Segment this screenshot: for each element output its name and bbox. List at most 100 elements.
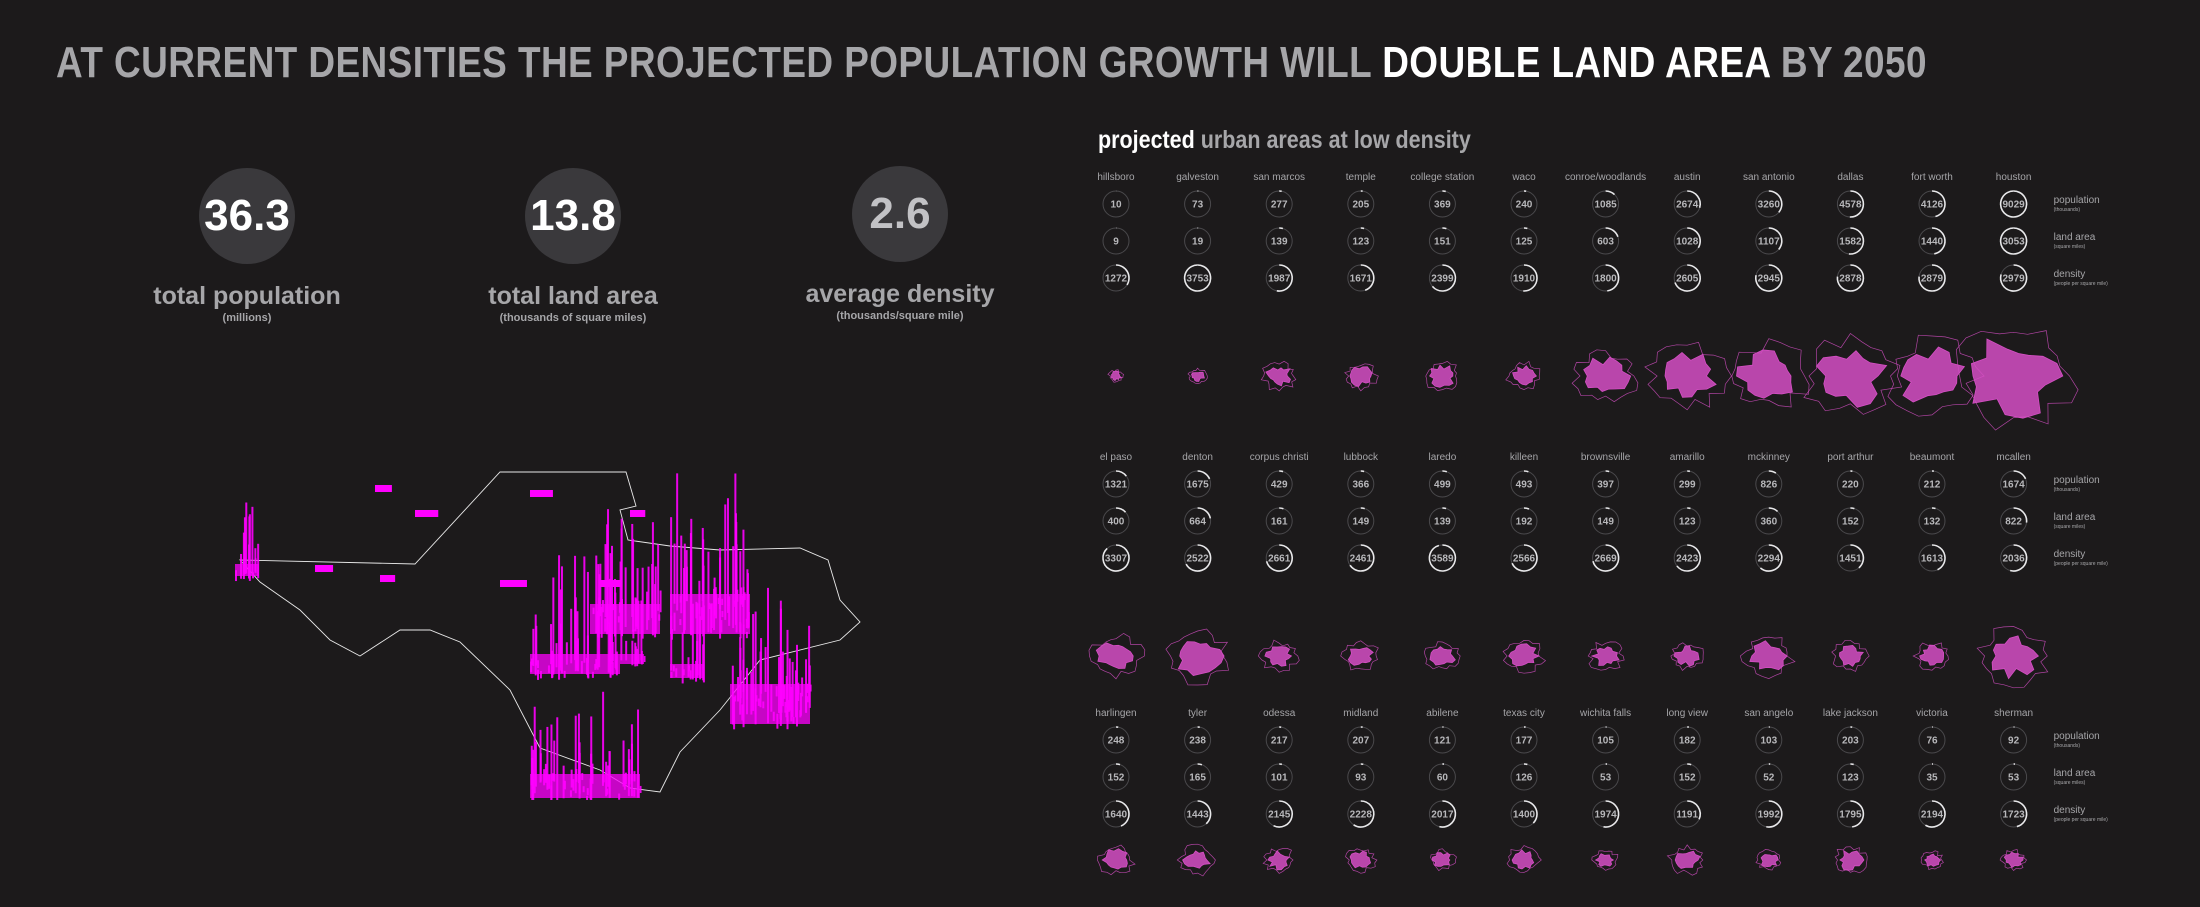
- value-label: 121: [1434, 736, 1451, 747]
- city-name: killeen: [1510, 452, 1538, 463]
- urban-footprint-outline: [1731, 338, 1810, 408]
- urban-footprint: [1512, 365, 1538, 386]
- value-ring-arc: [1687, 190, 1701, 208]
- value-label: 1723: [2002, 810, 2025, 821]
- value-label: 53: [1600, 773, 1612, 784]
- value-label: 2017: [1431, 810, 1454, 821]
- value-label: 1272: [1105, 274, 1128, 285]
- value-label: 9029: [2002, 200, 2025, 211]
- city-name: lubbock: [1344, 452, 1379, 463]
- value-label: 1795: [1839, 810, 1862, 821]
- value-ring-track: [1673, 763, 1701, 791]
- stat-value: 13.8: [525, 168, 621, 264]
- value-label: 369: [1434, 200, 1451, 211]
- value-ring-arc: [1925, 800, 1946, 828]
- value-label: 139: [1434, 517, 1451, 528]
- value-label: 248: [1108, 736, 1125, 747]
- urban-footprint: [1508, 643, 1541, 667]
- value-label: 101: [1271, 773, 1288, 784]
- urban-footprint: [1664, 351, 1717, 398]
- value-ring-arc: [1759, 544, 1783, 572]
- urban-footprint-outline: [1591, 850, 1619, 871]
- value-ring-arc: [1115, 264, 1130, 286]
- value-ring-arc: [1353, 800, 1375, 828]
- urban-footprint-outline: [1423, 641, 1461, 670]
- value-label: 139: [1271, 237, 1288, 248]
- value-label: 400: [1108, 517, 1125, 528]
- urban-footprint-outline: [1670, 642, 1704, 671]
- value-ring-arc: [1197, 763, 1203, 766]
- headline-part1: AT CURRENT DENSITIES THE PROJECTED POPUL…: [56, 38, 1383, 87]
- urban-footprint: [1749, 640, 1788, 671]
- value-label: 2145: [1268, 810, 1291, 821]
- value-ring-track: [1184, 470, 1212, 498]
- value-ring-track: [1265, 726, 1293, 754]
- urban-footprint: [1177, 641, 1225, 676]
- value-label: 125: [1516, 237, 1533, 248]
- value-ring-arc: [1768, 190, 1783, 213]
- value-ring-arc: [1755, 264, 1783, 292]
- value-ring-arc: [1850, 800, 1865, 828]
- urban-footprint: [1839, 644, 1864, 667]
- value-label: 152: [1679, 773, 1696, 784]
- city-name: temple: [1346, 172, 1376, 183]
- city-name: port arthur: [1827, 452, 1874, 463]
- value-ring-arc: [1850, 507, 1855, 510]
- city-group: harlingen 248 152 1640 tyler 238 165 1443 odessa…: [1095, 708, 2108, 877]
- urban-footprint-outline: [1831, 639, 1870, 672]
- value-label: 149: [1352, 517, 1369, 528]
- value-label: 1582: [1839, 237, 1862, 248]
- value-label: 220: [1842, 480, 1859, 491]
- value-ring-arc: [1442, 507, 1447, 510]
- value-label: 53: [2008, 773, 2020, 784]
- city-name: brownsville: [1581, 452, 1631, 463]
- value-ring-arc: [1605, 264, 1620, 292]
- value-ring-arc: [1265, 544, 1293, 572]
- value-ring-arc: [1511, 544, 1538, 572]
- urban-footprint-outline: [1644, 341, 1732, 411]
- value-ring-arc: [1605, 190, 1616, 196]
- value-ring-track: [1184, 190, 1212, 218]
- value-label: 152: [1842, 517, 1859, 528]
- urban-footprint-outline: [1587, 641, 1625, 671]
- urban-footprint: [1839, 849, 1865, 871]
- row-unit: (square miles): [2054, 780, 2086, 786]
- urban-footprint: [1110, 370, 1123, 382]
- value-ring-track: [1265, 190, 1293, 218]
- value-label: 2461: [1350, 554, 1373, 565]
- texas-outline: [238, 471, 861, 793]
- row-label: land area: [2054, 512, 2096, 523]
- value-label: 1640: [1105, 810, 1128, 821]
- urban-footprint-outline: [1666, 844, 1704, 876]
- urban-patch: [375, 485, 392, 492]
- urban-footprint: [1919, 644, 1944, 666]
- urban-footprint-outline: [1920, 850, 1944, 870]
- value-label: 123: [1352, 237, 1369, 248]
- value-ring-track: [1673, 726, 1701, 754]
- urban-footprint-outline: [1999, 848, 2027, 871]
- value-label: 2661: [1268, 554, 1291, 565]
- value-label: 1321: [1105, 480, 1128, 491]
- value-ring-track: [1184, 726, 1212, 754]
- value-label: 2294: [1758, 554, 1781, 565]
- value-label: 499: [1434, 480, 1451, 491]
- value-label: 1675: [1186, 480, 1209, 491]
- stat-sublabel: (millions): [222, 312, 272, 324]
- urban-footprint: [1736, 349, 1793, 399]
- urban-footprint: [1347, 647, 1374, 666]
- city-name: el paso: [1100, 452, 1133, 463]
- row-unit: (thousands): [2054, 487, 2081, 493]
- value-label: 3260: [1758, 200, 1781, 211]
- row-label: density: [2054, 549, 2086, 560]
- city-name: long view: [1666, 708, 1708, 719]
- value-label: 205: [1352, 200, 1369, 211]
- value-label: 1671: [1350, 274, 1373, 285]
- city-name: beaumont: [1910, 452, 1955, 463]
- value-ring-track: [1184, 227, 1212, 255]
- urban-footprint-outline: [1344, 363, 1379, 392]
- urban-footprint: [1101, 848, 1128, 870]
- value-label: 493: [1516, 480, 1533, 491]
- city-name: mckinney: [1748, 452, 1790, 463]
- city-name: odessa: [1263, 708, 1296, 719]
- urban-footprint-outline: [1187, 367, 1208, 384]
